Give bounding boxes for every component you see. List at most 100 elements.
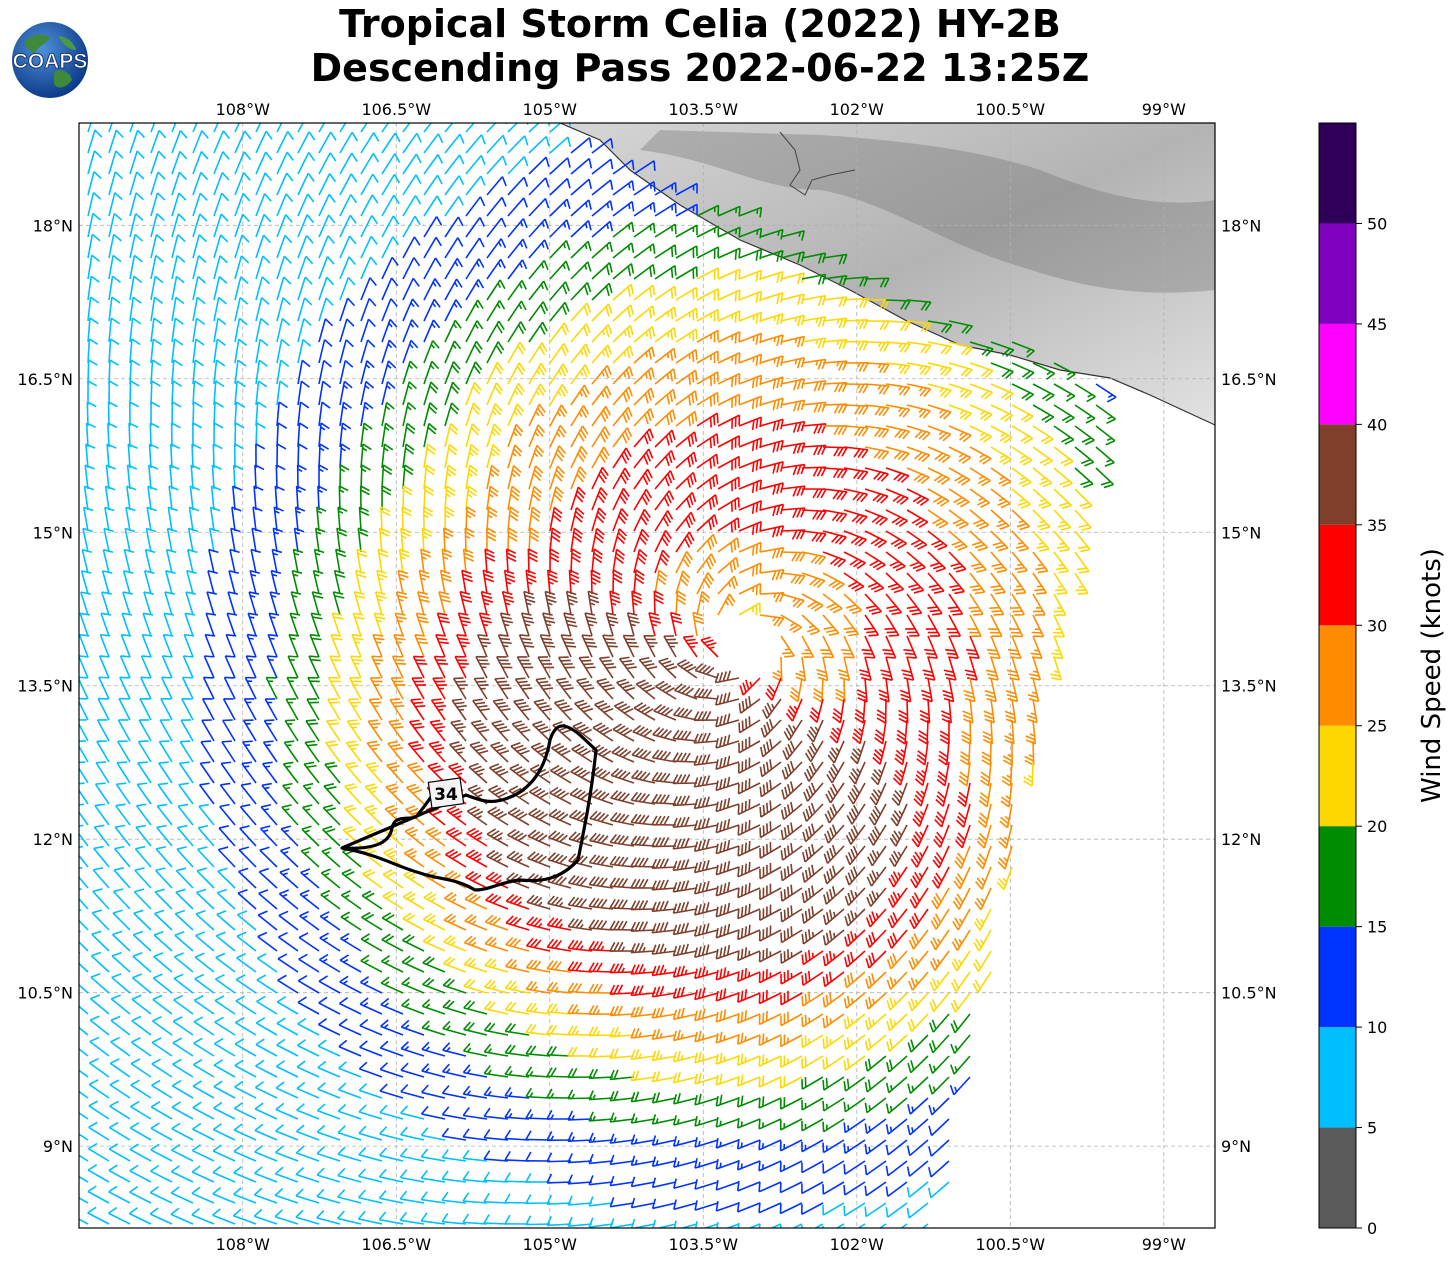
- wind-barb: [255, 123, 262, 133]
- wind-barb: [83, 485, 95, 511]
- wind-barb: [381, 215, 400, 238]
- wind-barb: [402, 153, 422, 175]
- wind-barb: [339, 173, 358, 196]
- colorbar-tick-9: 45: [1367, 315, 1387, 334]
- wind-barb: [591, 137, 614, 154]
- wind-barb: [507, 218, 528, 238]
- wind-barb: [234, 401, 246, 427]
- wind-barb: [486, 320, 505, 343]
- wind-barb: [885, 362, 911, 375]
- wind-barb: [150, 129, 167, 154]
- colorbar-tick-4: 20: [1367, 817, 1387, 836]
- wind-barb: [192, 401, 203, 427]
- wind-barb: [780, 230, 805, 241]
- wind-barb: [885, 320, 911, 332]
- wind-barb: [171, 359, 183, 385]
- wind-barb: [591, 385, 612, 406]
- lat-tick-left-3: 13.5°N: [17, 677, 73, 696]
- wind-barb: [318, 318, 334, 343]
- wind-barb: [402, 195, 422, 217]
- wind-barb: [549, 404, 568, 427]
- wind-barb: [927, 446, 951, 464]
- wind-barb: [108, 359, 119, 385]
- wind-barb: [717, 331, 741, 344]
- wind-barb: [297, 443, 308, 469]
- wind-barb: [213, 151, 230, 175]
- wind-barb: [822, 425, 848, 436]
- wind-barb: [423, 133, 444, 154]
- wind-barb: [990, 425, 1013, 444]
- wind-barb: [885, 404, 911, 418]
- wind-barb: [591, 282, 613, 301]
- wind-barb: [717, 455, 740, 471]
- wind-barb: [675, 491, 697, 511]
- wind-barb: [696, 494, 719, 511]
- wind-barb: [465, 196, 486, 217]
- wind-barb: [255, 276, 271, 301]
- wind-barb: [129, 192, 144, 217]
- wind-barb: [1011, 341, 1035, 358]
- wind-barb: [675, 245, 698, 259]
- colorbar-tick-7: 35: [1367, 516, 1387, 535]
- wind-barb: [171, 150, 188, 175]
- wind-barb: [339, 318, 355, 343]
- wind-barb: [654, 223, 677, 238]
- wind-barb: [549, 281, 570, 301]
- wind-barb: [801, 380, 827, 392]
- wind-barb: [717, 289, 741, 302]
- wind-barb: [633, 243, 656, 259]
- wind-barb: [528, 362, 547, 385]
- wind-barb: [87, 254, 101, 280]
- wind-barb: [381, 422, 395, 448]
- wind-barb: [549, 424, 567, 448]
- wind-barb: [87, 129, 103, 154]
- wind-barb: [255, 234, 271, 259]
- wind-barb: [232, 464, 244, 490]
- wind-barb: [696, 473, 719, 490]
- wind-barb: [654, 181, 677, 196]
- wind-barb: [276, 172, 294, 196]
- wind-barb: [339, 123, 347, 133]
- wind-barb: [927, 488, 950, 507]
- wind-barb: [507, 485, 521, 511]
- wind-barb: [885, 425, 910, 440]
- colorbar-label: Wind Speed (knots): [1417, 548, 1447, 803]
- wind-barb: [948, 446, 972, 464]
- wind-barb: [675, 286, 698, 301]
- wind-barb: [864, 277, 890, 288]
- wind-barb: [360, 173, 379, 196]
- wind-barb: [465, 258, 485, 280]
- wind-barb: [570, 425, 589, 448]
- wind-barb: [234, 359, 247, 385]
- wind-barb: [1011, 383, 1035, 401]
- wind-barb: [360, 318, 376, 343]
- wind-barb: [864, 425, 890, 439]
- wind-barb: [444, 237, 464, 259]
- wind-barb: [717, 372, 741, 388]
- wind-barb: [108, 275, 121, 301]
- wind-barb: [318, 464, 329, 490]
- wind-barb: [465, 361, 483, 385]
- wind-barb: [801, 358, 827, 370]
- lon-tick-top-0: 108°W: [216, 100, 271, 119]
- wind-barb: [213, 171, 230, 196]
- wind-barb: [402, 319, 419, 343]
- wind-barb: [213, 276, 228, 301]
- wind-barb: [654, 347, 677, 364]
- wind-barb: [360, 194, 379, 217]
- wind-barb: [675, 349, 698, 364]
- wind-barb: [633, 263, 656, 280]
- wind-barb: [126, 485, 137, 511]
- wind-barb: [486, 217, 507, 238]
- wind-barb: [864, 341, 890, 352]
- wind-barb: [591, 365, 612, 385]
- wind-barb: [591, 426, 611, 448]
- wind-barb: [990, 488, 1011, 509]
- wind-barb: [234, 151, 252, 175]
- wind-barb: [423, 319, 441, 343]
- lat-tick-right-5: 16.5°N: [1221, 370, 1277, 389]
- wind-barb: [276, 214, 293, 238]
- wind-barb: [1074, 467, 1094, 489]
- wind-barb: [885, 446, 910, 462]
- wind-barb: [234, 317, 248, 343]
